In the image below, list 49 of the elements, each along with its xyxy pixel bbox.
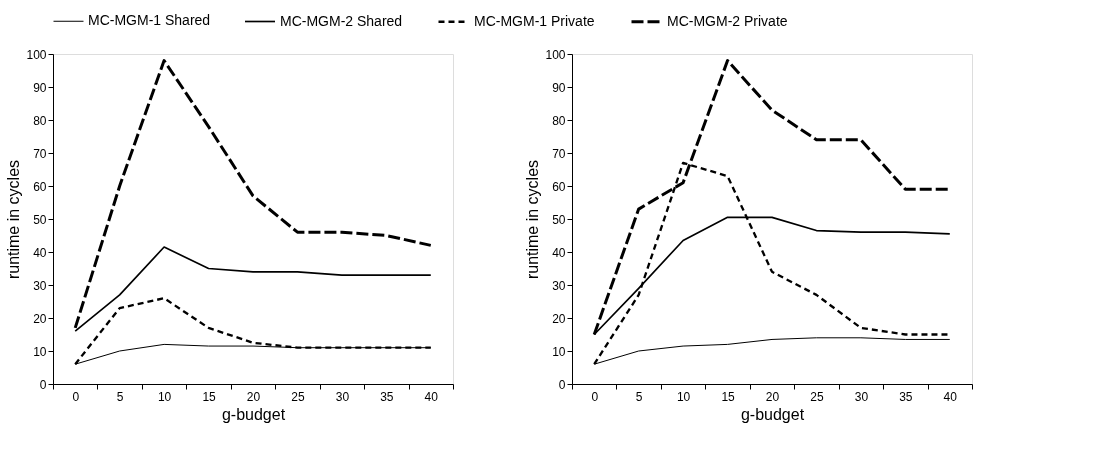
x-tick-label: 40	[424, 389, 439, 404]
y-tick-label: 50	[552, 212, 566, 227]
x-axis-title: g-budget	[221, 405, 286, 423]
x-axis-title: g-budget	[740, 405, 805, 423]
legend-label: MC-MGM-1 Private	[474, 12, 595, 29]
x-tick-label: 25	[810, 389, 824, 404]
y-tick-label: 30	[552, 278, 566, 293]
y-tick-label: 100	[545, 47, 566, 62]
y-tick-label: 100	[26, 47, 47, 62]
line-series	[73, 59, 433, 330]
x-tick-label: 40	[943, 389, 958, 404]
x-tick-label: 30	[854, 389, 869, 404]
x-tick-label: 25	[291, 389, 305, 404]
x-tick-label: 0	[72, 389, 80, 404]
y-tick-label: 60	[552, 179, 566, 194]
y-tick-label: 10	[33, 344, 47, 359]
y-tick-label: 40	[552, 245, 566, 260]
y-axis-title: runtime in cycles	[5, 159, 23, 280]
y-tick-label: 80	[552, 113, 566, 128]
x-tick-label: 5	[116, 389, 124, 404]
y-tick-label: 90	[33, 80, 47, 95]
y-axis-title: runtime in cycles	[524, 159, 542, 280]
x-tick-label: 30	[335, 389, 350, 404]
x-tick-label: 0	[591, 389, 599, 404]
y-tick-label: 0	[39, 377, 47, 392]
y-tick-label: 10	[552, 344, 566, 359]
y-tick-label: 60	[33, 179, 47, 194]
y-tick-label: 30	[33, 278, 47, 293]
y-tick-label: 20	[552, 311, 566, 326]
legend-label: MC-MGM-2 Private	[667, 12, 788, 29]
y-tick-label: 80	[33, 113, 47, 128]
x-tick-label: 20	[246, 389, 261, 404]
x-tick-label: 35	[899, 389, 913, 404]
y-tick-label: 40	[33, 245, 47, 260]
y-tick-label: 50	[33, 212, 47, 227]
legend-label: MC-MGM-2 Shared	[280, 12, 403, 29]
y-tick-label: 70	[552, 146, 566, 161]
x-tick-label: 10	[676, 389, 691, 404]
x-tick-label: 20	[765, 389, 780, 404]
x-tick-label: 35	[380, 389, 394, 404]
legend-label: MC-MGM-1 Shared	[88, 12, 211, 29]
y-tick-label: 70	[33, 146, 47, 161]
y-tick-label: 0	[558, 377, 566, 392]
x-tick-label: 15	[721, 389, 736, 404]
x-tick-label: 10	[157, 389, 172, 404]
x-tick-label: 5	[635, 389, 643, 404]
x-tick-label: 15	[202, 389, 217, 404]
y-tick-label: 90	[552, 80, 566, 95]
y-tick-label: 20	[33, 311, 47, 326]
